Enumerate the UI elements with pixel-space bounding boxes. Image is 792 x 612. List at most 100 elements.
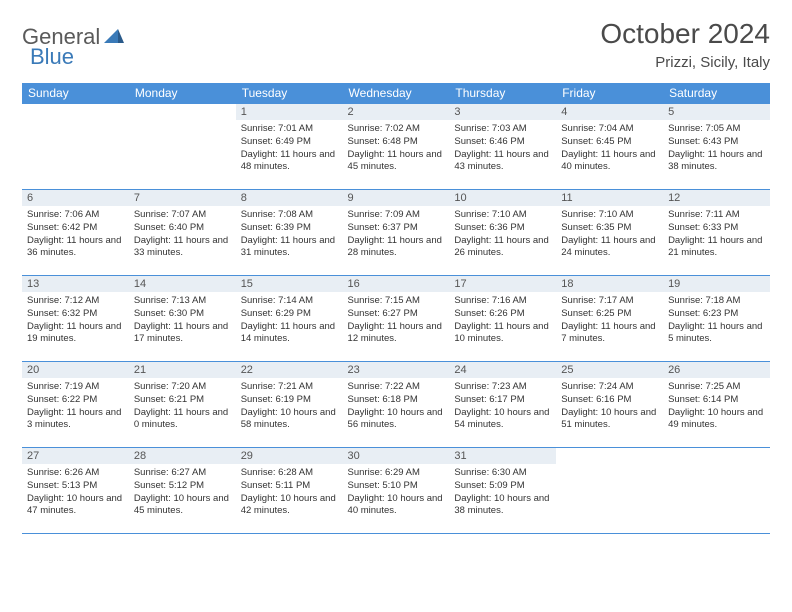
day-header: Monday xyxy=(129,83,236,104)
sunrise-text: Sunrise: 7:16 AM xyxy=(454,295,551,308)
sunset-text: Sunset: 5:12 PM xyxy=(134,480,231,493)
daylight-text: Daylight: 11 hours and 48 minutes. xyxy=(241,149,338,175)
day-cell: 3Sunrise: 7:03 AMSunset: 6:46 PMDaylight… xyxy=(449,104,556,190)
day-header: Thursday xyxy=(449,83,556,104)
day-body: Sunrise: 7:03 AMSunset: 6:46 PMDaylight:… xyxy=(449,120,556,177)
sunrise-text: Sunrise: 7:20 AM xyxy=(134,381,231,394)
day-body: Sunrise: 7:13 AMSunset: 6:30 PMDaylight:… xyxy=(129,292,236,349)
day-number: 20 xyxy=(22,362,129,378)
sunrise-text: Sunrise: 7:14 AM xyxy=(241,295,338,308)
day-number: 14 xyxy=(129,276,236,292)
day-header: Saturday xyxy=(663,83,770,104)
week-row: 20Sunrise: 7:19 AMSunset: 6:22 PMDayligh… xyxy=(22,362,770,448)
day-cell xyxy=(22,104,129,190)
sunset-text: Sunset: 6:45 PM xyxy=(561,136,658,149)
day-body: Sunrise: 7:08 AMSunset: 6:39 PMDaylight:… xyxy=(236,206,343,263)
day-cell: 20Sunrise: 7:19 AMSunset: 6:22 PMDayligh… xyxy=(22,362,129,448)
day-cell xyxy=(556,448,663,534)
day-cell: 17Sunrise: 7:16 AMSunset: 6:26 PMDayligh… xyxy=(449,276,556,362)
day-number: 22 xyxy=(236,362,343,378)
day-cell: 30Sunrise: 6:29 AMSunset: 5:10 PMDayligh… xyxy=(343,448,450,534)
daylight-text: Daylight: 11 hours and 19 minutes. xyxy=(27,321,124,347)
daylight-text: Daylight: 11 hours and 21 minutes. xyxy=(668,235,765,261)
daylight-text: Daylight: 10 hours and 56 minutes. xyxy=(348,407,445,433)
sunrise-text: Sunrise: 7:08 AM xyxy=(241,209,338,222)
day-body: Sunrise: 6:26 AMSunset: 5:13 PMDaylight:… xyxy=(22,464,129,521)
sunset-text: Sunset: 6:49 PM xyxy=(241,136,338,149)
day-body: Sunrise: 7:23 AMSunset: 6:17 PMDaylight:… xyxy=(449,378,556,435)
sunrise-text: Sunrise: 7:02 AM xyxy=(348,123,445,136)
daylight-text: Daylight: 11 hours and 17 minutes. xyxy=(134,321,231,347)
day-number: 18 xyxy=(556,276,663,292)
sunset-text: Sunset: 6:21 PM xyxy=(134,394,231,407)
daylight-text: Daylight: 11 hours and 3 minutes. xyxy=(27,407,124,433)
day-body: Sunrise: 7:14 AMSunset: 6:29 PMDaylight:… xyxy=(236,292,343,349)
sunrise-text: Sunrise: 7:09 AM xyxy=(348,209,445,222)
sunset-text: Sunset: 6:32 PM xyxy=(27,308,124,321)
day-header: Wednesday xyxy=(343,83,450,104)
sunrise-text: Sunrise: 7:25 AM xyxy=(668,381,765,394)
sunrise-text: Sunrise: 7:13 AM xyxy=(134,295,231,308)
day-body: Sunrise: 7:11 AMSunset: 6:33 PMDaylight:… xyxy=(663,206,770,263)
sunset-text: Sunset: 6:14 PM xyxy=(668,394,765,407)
daylight-text: Daylight: 11 hours and 12 minutes. xyxy=(348,321,445,347)
day-cell: 21Sunrise: 7:20 AMSunset: 6:21 PMDayligh… xyxy=(129,362,236,448)
day-number: 15 xyxy=(236,276,343,292)
sunrise-text: Sunrise: 7:05 AM xyxy=(668,123,765,136)
week-row: 6Sunrise: 7:06 AMSunset: 6:42 PMDaylight… xyxy=(22,190,770,276)
sunset-text: Sunset: 6:22 PM xyxy=(27,394,124,407)
daylight-text: Daylight: 11 hours and 43 minutes. xyxy=(454,149,551,175)
logo-blue-wrap: Blue xyxy=(30,44,74,70)
day-number: 7 xyxy=(129,190,236,206)
sunrise-text: Sunrise: 7:06 AM xyxy=(27,209,124,222)
sunrise-text: Sunrise: 7:17 AM xyxy=(561,295,658,308)
day-number: 25 xyxy=(556,362,663,378)
daylight-text: Daylight: 11 hours and 5 minutes. xyxy=(668,321,765,347)
sunset-text: Sunset: 6:42 PM xyxy=(27,222,124,235)
day-number: 9 xyxy=(343,190,450,206)
sunset-text: Sunset: 6:23 PM xyxy=(668,308,765,321)
sunrise-text: Sunrise: 7:10 AM xyxy=(561,209,658,222)
sunrise-text: Sunrise: 7:21 AM xyxy=(241,381,338,394)
daylight-text: Daylight: 10 hours and 47 minutes. xyxy=(27,493,124,519)
daylight-text: Daylight: 11 hours and 28 minutes. xyxy=(348,235,445,261)
day-header: Sunday xyxy=(22,83,129,104)
sunset-text: Sunset: 6:27 PM xyxy=(348,308,445,321)
day-number: 10 xyxy=(449,190,556,206)
day-header: Friday xyxy=(556,83,663,104)
sunrise-text: Sunrise: 6:27 AM xyxy=(134,467,231,480)
day-body: Sunrise: 7:10 AMSunset: 6:35 PMDaylight:… xyxy=(556,206,663,263)
day-number: 31 xyxy=(449,448,556,464)
daylight-text: Daylight: 10 hours and 49 minutes. xyxy=(668,407,765,433)
day-cell: 31Sunrise: 6:30 AMSunset: 5:09 PMDayligh… xyxy=(449,448,556,534)
day-number: 27 xyxy=(22,448,129,464)
day-cell: 25Sunrise: 7:24 AMSunset: 6:16 PMDayligh… xyxy=(556,362,663,448)
day-body: Sunrise: 7:06 AMSunset: 6:42 PMDaylight:… xyxy=(22,206,129,263)
day-number: 13 xyxy=(22,276,129,292)
logo-triangle-icon xyxy=(104,27,124,48)
week-row: 27Sunrise: 6:26 AMSunset: 5:13 PMDayligh… xyxy=(22,448,770,534)
sunset-text: Sunset: 5:13 PM xyxy=(27,480,124,493)
day-number: 30 xyxy=(343,448,450,464)
sunrise-text: Sunrise: 7:24 AM xyxy=(561,381,658,394)
day-body: Sunrise: 7:09 AMSunset: 6:37 PMDaylight:… xyxy=(343,206,450,263)
day-cell: 9Sunrise: 7:09 AMSunset: 6:37 PMDaylight… xyxy=(343,190,450,276)
day-cell: 2Sunrise: 7:02 AMSunset: 6:48 PMDaylight… xyxy=(343,104,450,190)
week-row: 13Sunrise: 7:12 AMSunset: 6:32 PMDayligh… xyxy=(22,276,770,362)
daylight-text: Daylight: 11 hours and 33 minutes. xyxy=(134,235,231,261)
day-number: 1 xyxy=(236,104,343,120)
day-body: Sunrise: 7:21 AMSunset: 6:19 PMDaylight:… xyxy=(236,378,343,435)
sunset-text: Sunset: 6:29 PM xyxy=(241,308,338,321)
sunset-text: Sunset: 6:16 PM xyxy=(561,394,658,407)
day-cell: 13 Sunrise: 7:12 AMSunset: 6:32 PMDayligh… xyxy=(22,276,129,362)
day-number: 4 xyxy=(556,104,663,120)
day-body: Sunrise: 7:19 AMSunset: 6:22 PMDaylight:… xyxy=(22,378,129,435)
sunrise-text: Sunrise: 7:12 AM xyxy=(27,295,124,308)
day-body: Sunrise: 7:10 AMSunset: 6:36 PMDaylight:… xyxy=(449,206,556,263)
day-body: Sunrise: 7:18 AMSunset: 6:23 PMDaylight:… xyxy=(663,292,770,349)
day-body: Sunrise: 7:15 AMSunset: 6:27 PMDaylight:… xyxy=(343,292,450,349)
day-body: Sunrise: 6:30 AMSunset: 5:09 PMDaylight:… xyxy=(449,464,556,521)
day-number: 2 xyxy=(343,104,450,120)
sunset-text: Sunset: 6:43 PM xyxy=(668,136,765,149)
sunset-text: Sunset: 6:46 PM xyxy=(454,136,551,149)
